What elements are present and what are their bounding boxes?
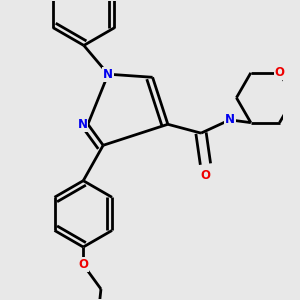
Text: N: N	[225, 113, 235, 126]
Text: O: O	[200, 169, 211, 182]
Text: N: N	[77, 118, 87, 131]
Text: N: N	[103, 68, 113, 81]
Text: O: O	[78, 258, 88, 271]
Text: O: O	[274, 66, 285, 79]
